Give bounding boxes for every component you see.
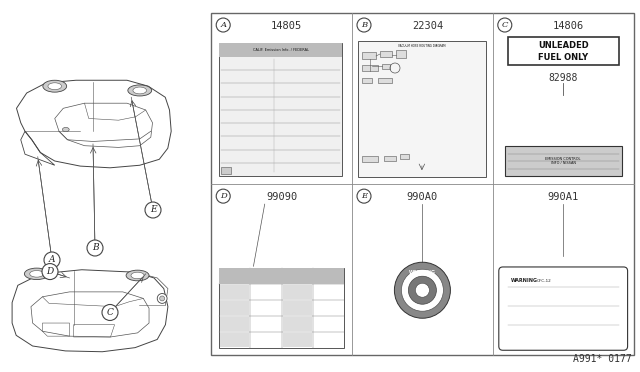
Circle shape	[102, 304, 118, 321]
Text: 14805: 14805	[271, 21, 302, 31]
Ellipse shape	[126, 270, 149, 281]
Bar	[283, 317, 312, 331]
Bar	[221, 167, 231, 174]
Bar	[362, 65, 378, 71]
Bar	[219, 268, 344, 284]
Ellipse shape	[63, 128, 69, 132]
Circle shape	[216, 18, 230, 32]
Text: C: C	[502, 21, 508, 29]
Ellipse shape	[43, 80, 67, 92]
Circle shape	[357, 18, 371, 32]
Bar	[283, 333, 312, 347]
Bar	[400, 154, 409, 159]
Text: B: B	[361, 21, 367, 29]
Text: 22304: 22304	[412, 21, 443, 31]
Circle shape	[160, 296, 164, 301]
Bar	[219, 268, 344, 348]
Ellipse shape	[24, 268, 49, 280]
Ellipse shape	[29, 270, 44, 277]
Bar	[283, 301, 312, 315]
Circle shape	[357, 189, 371, 203]
Ellipse shape	[133, 87, 147, 94]
Bar	[508, 37, 619, 65]
Bar	[211, 13, 634, 355]
Bar	[220, 301, 250, 315]
Text: CALIF. Emission Info. / FEDERAL: CALIF. Emission Info. / FEDERAL	[253, 48, 308, 52]
Text: D: D	[220, 192, 227, 200]
Text: D: D	[46, 267, 54, 276]
Text: WARNING: WARNING	[511, 279, 538, 283]
Text: A: A	[220, 21, 226, 29]
Bar	[382, 64, 390, 69]
Circle shape	[401, 269, 444, 311]
Circle shape	[157, 294, 167, 303]
Bar	[220, 285, 250, 299]
Text: A991* 0177: A991* 0177	[573, 354, 632, 364]
Circle shape	[42, 263, 58, 280]
Text: VACUUM HOSE ROUTING DIAGRAM: VACUUM HOSE ROUTING DIAGRAM	[398, 44, 445, 48]
Bar	[384, 156, 396, 161]
Bar	[362, 156, 378, 162]
Bar	[362, 78, 372, 83]
Bar	[396, 50, 406, 58]
Circle shape	[498, 18, 512, 32]
Text: 82988: 82988	[548, 73, 578, 83]
Bar	[219, 43, 342, 57]
Circle shape	[87, 240, 103, 256]
Bar	[219, 43, 342, 176]
Text: FUEL ONLY: FUEL ONLY	[538, 53, 588, 62]
Text: A: A	[49, 256, 55, 264]
Circle shape	[394, 262, 451, 318]
Circle shape	[415, 283, 429, 297]
Circle shape	[44, 252, 60, 268]
Circle shape	[408, 276, 436, 304]
Text: WARNING: WARNING	[409, 270, 436, 275]
Text: 990A0: 990A0	[407, 192, 438, 202]
Text: 99090: 99090	[266, 192, 297, 202]
Circle shape	[145, 202, 161, 218]
FancyBboxPatch shape	[499, 267, 628, 350]
Text: UNLEADED: UNLEADED	[538, 42, 589, 51]
Bar	[378, 78, 392, 83]
Text: 990A1: 990A1	[548, 192, 579, 202]
Text: 14806: 14806	[552, 21, 584, 31]
Ellipse shape	[48, 83, 61, 90]
Text: CFC-12: CFC-12	[537, 279, 552, 283]
Circle shape	[216, 189, 230, 203]
Bar	[505, 146, 621, 176]
Ellipse shape	[131, 272, 144, 279]
Text: C: C	[107, 308, 113, 317]
Text: E: E	[150, 205, 156, 215]
Bar	[283, 285, 312, 299]
Bar	[380, 51, 392, 57]
Bar	[362, 52, 376, 59]
Ellipse shape	[128, 85, 152, 96]
Bar	[358, 41, 486, 177]
Bar	[220, 317, 250, 331]
Text: SAFETY: SAFETY	[415, 305, 430, 309]
Text: E: E	[361, 192, 367, 200]
Text: EMISSION CONTROL
INFO / NISSAN: EMISSION CONTROL INFO / NISSAN	[545, 157, 581, 166]
Bar	[220, 333, 250, 347]
Text: B: B	[92, 244, 99, 253]
